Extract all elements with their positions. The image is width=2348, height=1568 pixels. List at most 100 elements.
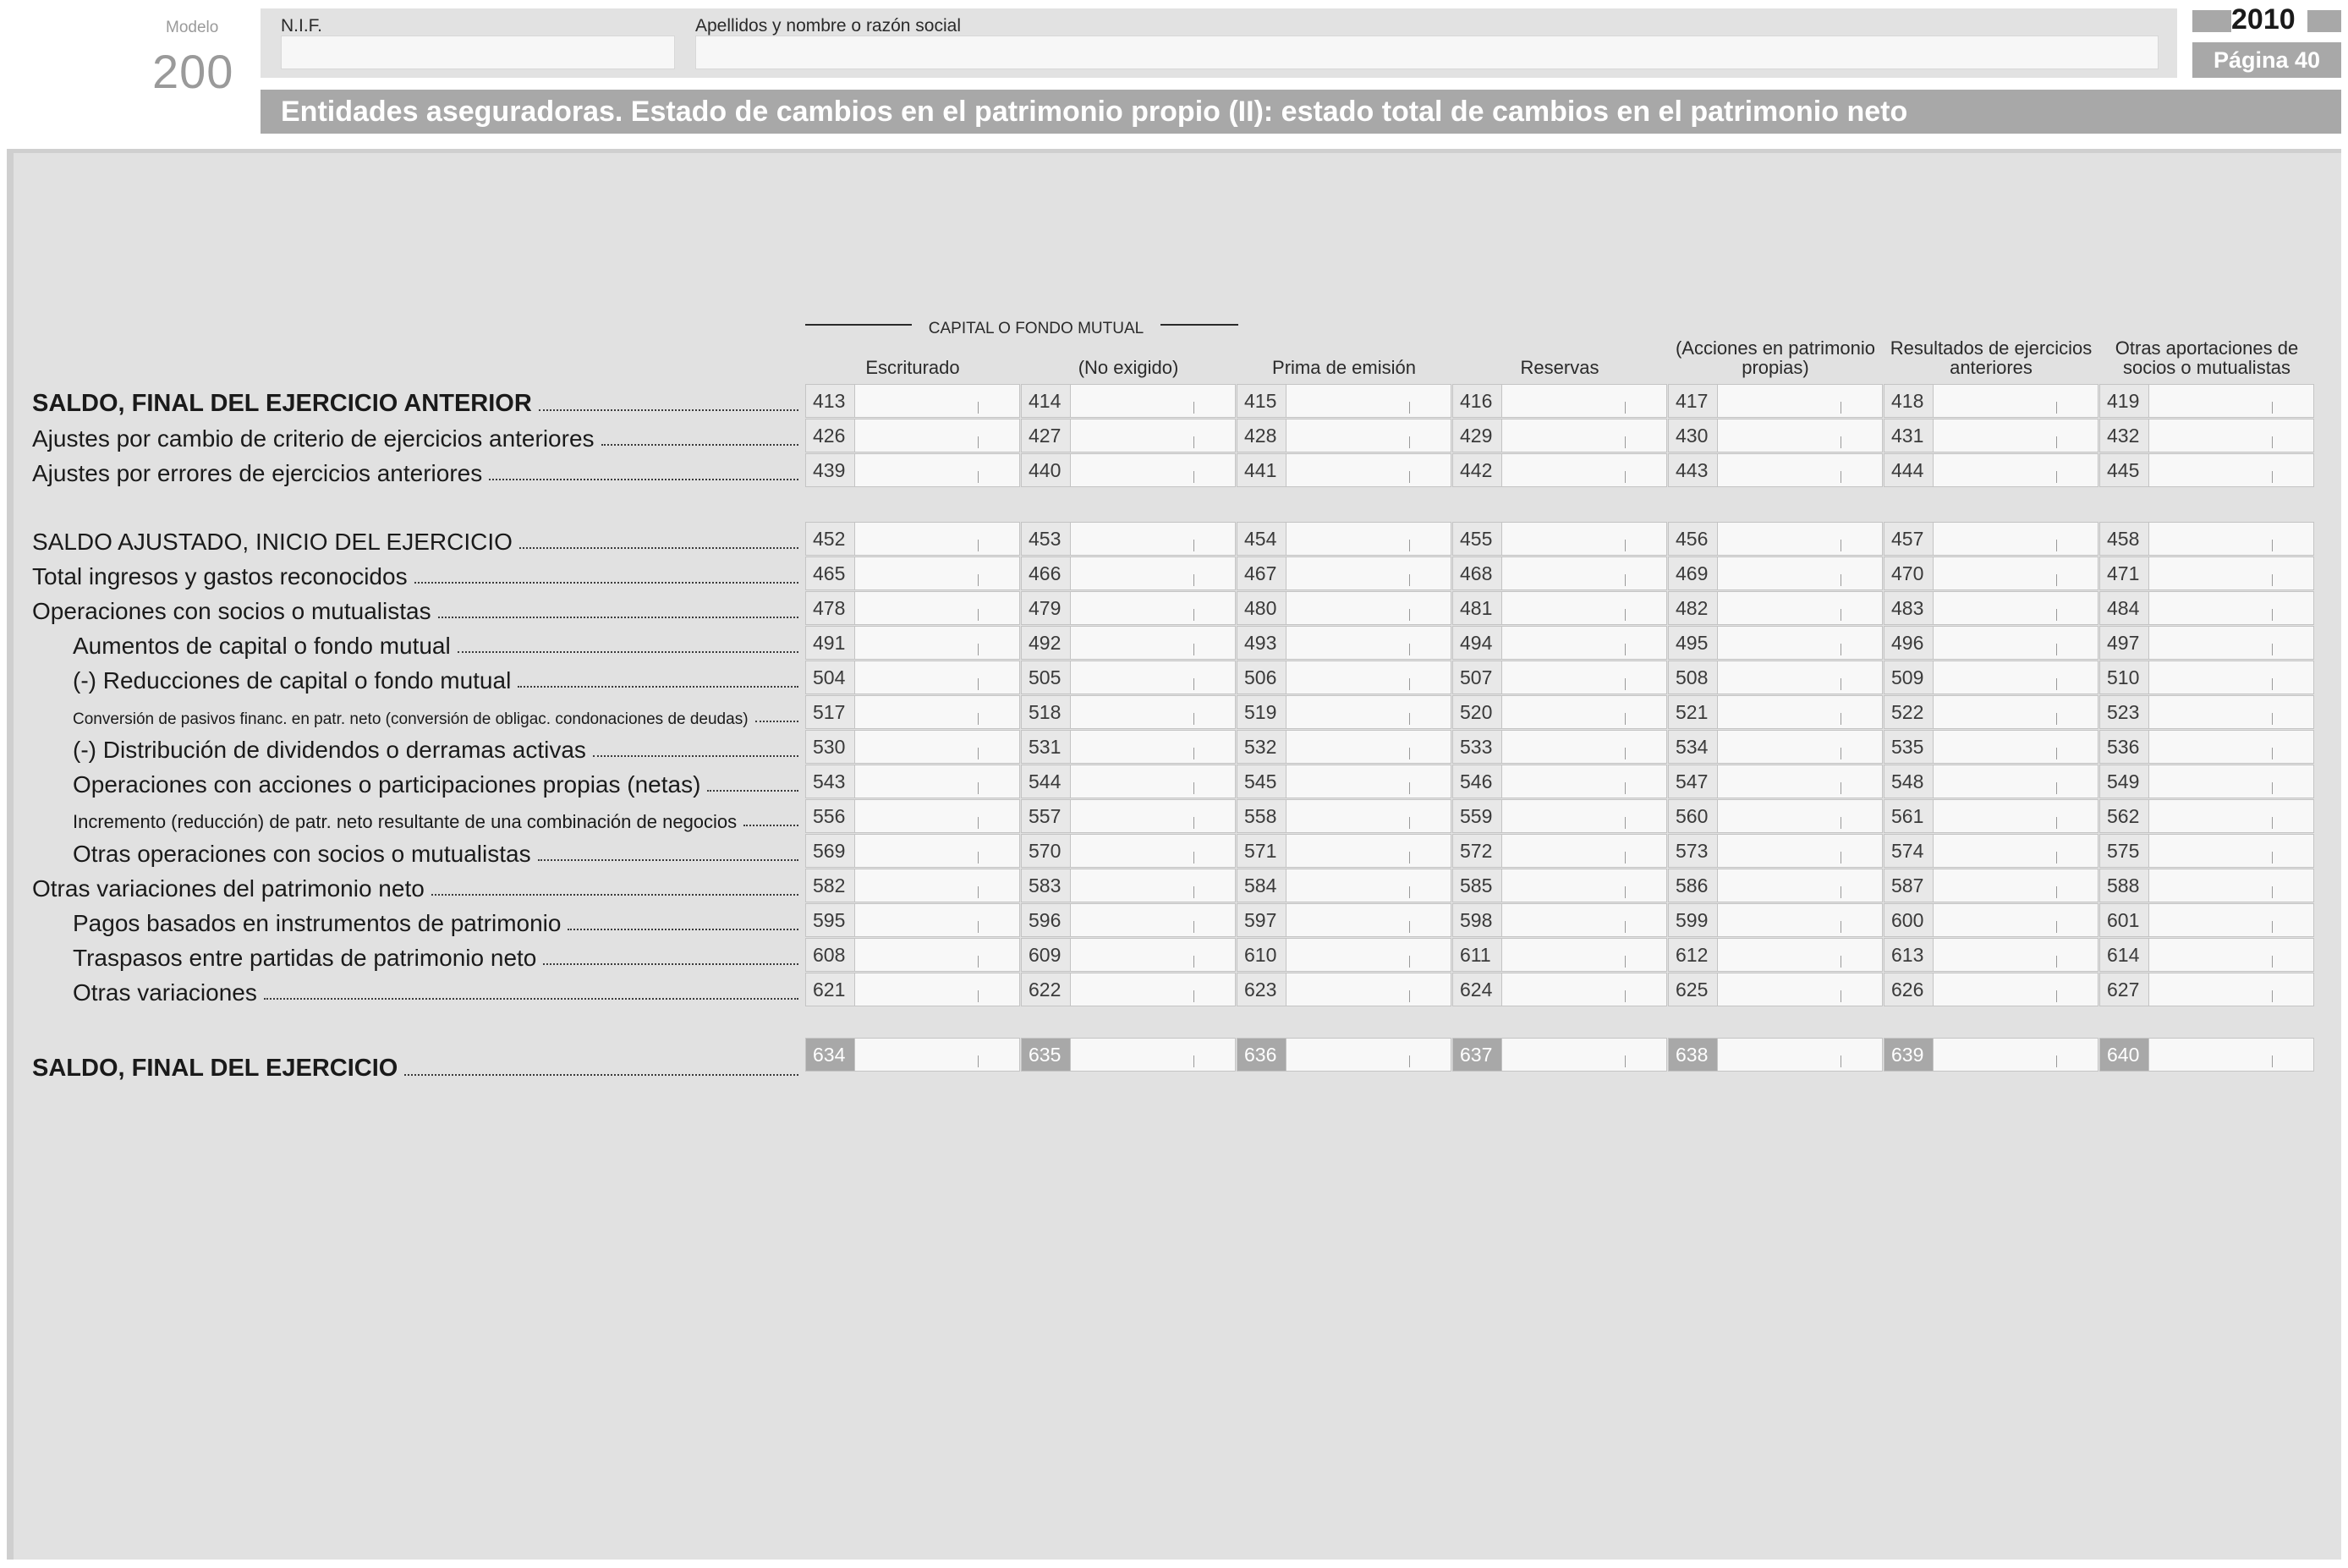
amount-field[interactable]: 549 xyxy=(2099,765,2314,798)
amount-field[interactable]: 479 xyxy=(1021,591,1236,625)
amount-field[interactable]: 627 xyxy=(2099,973,2314,1006)
amount-field[interactable]: 431 xyxy=(1884,419,2098,452)
amount-field[interactable]: 583 xyxy=(1021,869,1236,902)
amount-field[interactable]: 612 xyxy=(1668,938,1883,972)
amount-field[interactable]: 508 xyxy=(1668,661,1883,694)
amount-field[interactable]: 625 xyxy=(1668,973,1883,1006)
amount-field[interactable]: 518 xyxy=(1021,695,1236,729)
amount-field[interactable]: 430 xyxy=(1668,419,1883,452)
amount-field[interactable]: 560 xyxy=(1668,799,1883,833)
amount-field[interactable]: 428 xyxy=(1237,419,1451,452)
amount-field[interactable]: 470 xyxy=(1884,556,2098,590)
amount-field[interactable]: 439 xyxy=(805,453,1020,487)
amount-field[interactable]: 504 xyxy=(805,661,1020,694)
amount-field[interactable]: 457 xyxy=(1884,522,2098,556)
amount-field[interactable]: 443 xyxy=(1668,453,1883,487)
amount-field[interactable]: 610 xyxy=(1237,938,1451,972)
amount-field[interactable]: 429 xyxy=(1452,419,1667,452)
amount-field[interactable]: 467 xyxy=(1237,556,1451,590)
amount-field[interactable]: 416 xyxy=(1452,384,1667,418)
amount-field[interactable]: 638 xyxy=(1668,1038,1883,1072)
amount-field[interactable]: 614 xyxy=(2099,938,2314,972)
amount-field[interactable]: 557 xyxy=(1021,799,1236,833)
amount-field[interactable]: 520 xyxy=(1452,695,1667,729)
amount-field[interactable]: 534 xyxy=(1668,730,1883,764)
amount-field[interactable]: 547 xyxy=(1668,765,1883,798)
name-field[interactable] xyxy=(695,36,2159,69)
amount-field[interactable]: 640 xyxy=(2099,1038,2314,1072)
amount-field[interactable]: 471 xyxy=(2099,556,2314,590)
amount-field[interactable]: 506 xyxy=(1237,661,1451,694)
amount-field[interactable]: 556 xyxy=(805,799,1020,833)
amount-field[interactable]: 634 xyxy=(805,1038,1020,1072)
amount-field[interactable]: 573 xyxy=(1668,834,1883,868)
amount-field[interactable]: 495 xyxy=(1668,626,1883,660)
amount-field[interactable]: 465 xyxy=(805,556,1020,590)
amount-field[interactable]: 496 xyxy=(1884,626,2098,660)
amount-field[interactable]: 454 xyxy=(1237,522,1451,556)
amount-field[interactable]: 584 xyxy=(1237,869,1451,902)
amount-field[interactable]: 468 xyxy=(1452,556,1667,590)
amount-field[interactable]: 469 xyxy=(1668,556,1883,590)
amount-field[interactable]: 480 xyxy=(1237,591,1451,625)
amount-field[interactable]: 535 xyxy=(1884,730,2098,764)
amount-field[interactable]: 639 xyxy=(1884,1038,2098,1072)
nif-field[interactable] xyxy=(281,36,675,69)
amount-field[interactable]: 494 xyxy=(1452,626,1667,660)
amount-field[interactable]: 588 xyxy=(2099,869,2314,902)
amount-field[interactable]: 582 xyxy=(805,869,1020,902)
amount-field[interactable]: 466 xyxy=(1021,556,1236,590)
amount-field[interactable]: 455 xyxy=(1452,522,1667,556)
amount-field[interactable]: 546 xyxy=(1452,765,1667,798)
amount-field[interactable]: 626 xyxy=(1884,973,2098,1006)
amount-field[interactable]: 444 xyxy=(1884,453,2098,487)
amount-field[interactable]: 623 xyxy=(1237,973,1451,1006)
amount-field[interactable]: 596 xyxy=(1021,903,1236,937)
amount-field[interactable]: 595 xyxy=(805,903,1020,937)
amount-field[interactable]: 417 xyxy=(1668,384,1883,418)
amount-field[interactable]: 441 xyxy=(1237,453,1451,487)
amount-field[interactable]: 621 xyxy=(805,973,1020,1006)
amount-field[interactable]: 523 xyxy=(2099,695,2314,729)
amount-field[interactable]: 572 xyxy=(1452,834,1667,868)
amount-field[interactable]: 432 xyxy=(2099,419,2314,452)
amount-field[interactable]: 636 xyxy=(1237,1038,1451,1072)
amount-field[interactable]: 491 xyxy=(805,626,1020,660)
amount-field[interactable]: 598 xyxy=(1452,903,1667,937)
amount-field[interactable]: 413 xyxy=(805,384,1020,418)
amount-field[interactable]: 531 xyxy=(1021,730,1236,764)
amount-field[interactable]: 497 xyxy=(2099,626,2314,660)
amount-field[interactable]: 521 xyxy=(1668,695,1883,729)
amount-field[interactable]: 536 xyxy=(2099,730,2314,764)
amount-field[interactable]: 418 xyxy=(1884,384,2098,418)
amount-field[interactable]: 482 xyxy=(1668,591,1883,625)
amount-field[interactable]: 507 xyxy=(1452,661,1667,694)
amount-field[interactable]: 505 xyxy=(1021,661,1236,694)
amount-field[interactable]: 587 xyxy=(1884,869,2098,902)
amount-field[interactable]: 481 xyxy=(1452,591,1667,625)
amount-field[interactable]: 478 xyxy=(805,591,1020,625)
amount-field[interactable]: 548 xyxy=(1884,765,2098,798)
amount-field[interactable]: 414 xyxy=(1021,384,1236,418)
amount-field[interactable]: 510 xyxy=(2099,661,2314,694)
amount-field[interactable]: 427 xyxy=(1021,419,1236,452)
amount-field[interactable]: 637 xyxy=(1452,1038,1667,1072)
amount-field[interactable]: 575 xyxy=(2099,834,2314,868)
amount-field[interactable]: 509 xyxy=(1884,661,2098,694)
amount-field[interactable]: 562 xyxy=(2099,799,2314,833)
amount-field[interactable]: 561 xyxy=(1884,799,2098,833)
amount-field[interactable]: 613 xyxy=(1884,938,2098,972)
amount-field[interactable]: 597 xyxy=(1237,903,1451,937)
amount-field[interactable]: 559 xyxy=(1452,799,1667,833)
amount-field[interactable]: 532 xyxy=(1237,730,1451,764)
amount-field[interactable]: 426 xyxy=(805,419,1020,452)
amount-field[interactable]: 586 xyxy=(1668,869,1883,902)
amount-field[interactable]: 456 xyxy=(1668,522,1883,556)
amount-field[interactable]: 440 xyxy=(1021,453,1236,487)
amount-field[interactable]: 601 xyxy=(2099,903,2314,937)
amount-field[interactable]: 544 xyxy=(1021,765,1236,798)
amount-field[interactable]: 611 xyxy=(1452,938,1667,972)
amount-field[interactable]: 442 xyxy=(1452,453,1667,487)
amount-field[interactable]: 545 xyxy=(1237,765,1451,798)
amount-field[interactable]: 600 xyxy=(1884,903,2098,937)
